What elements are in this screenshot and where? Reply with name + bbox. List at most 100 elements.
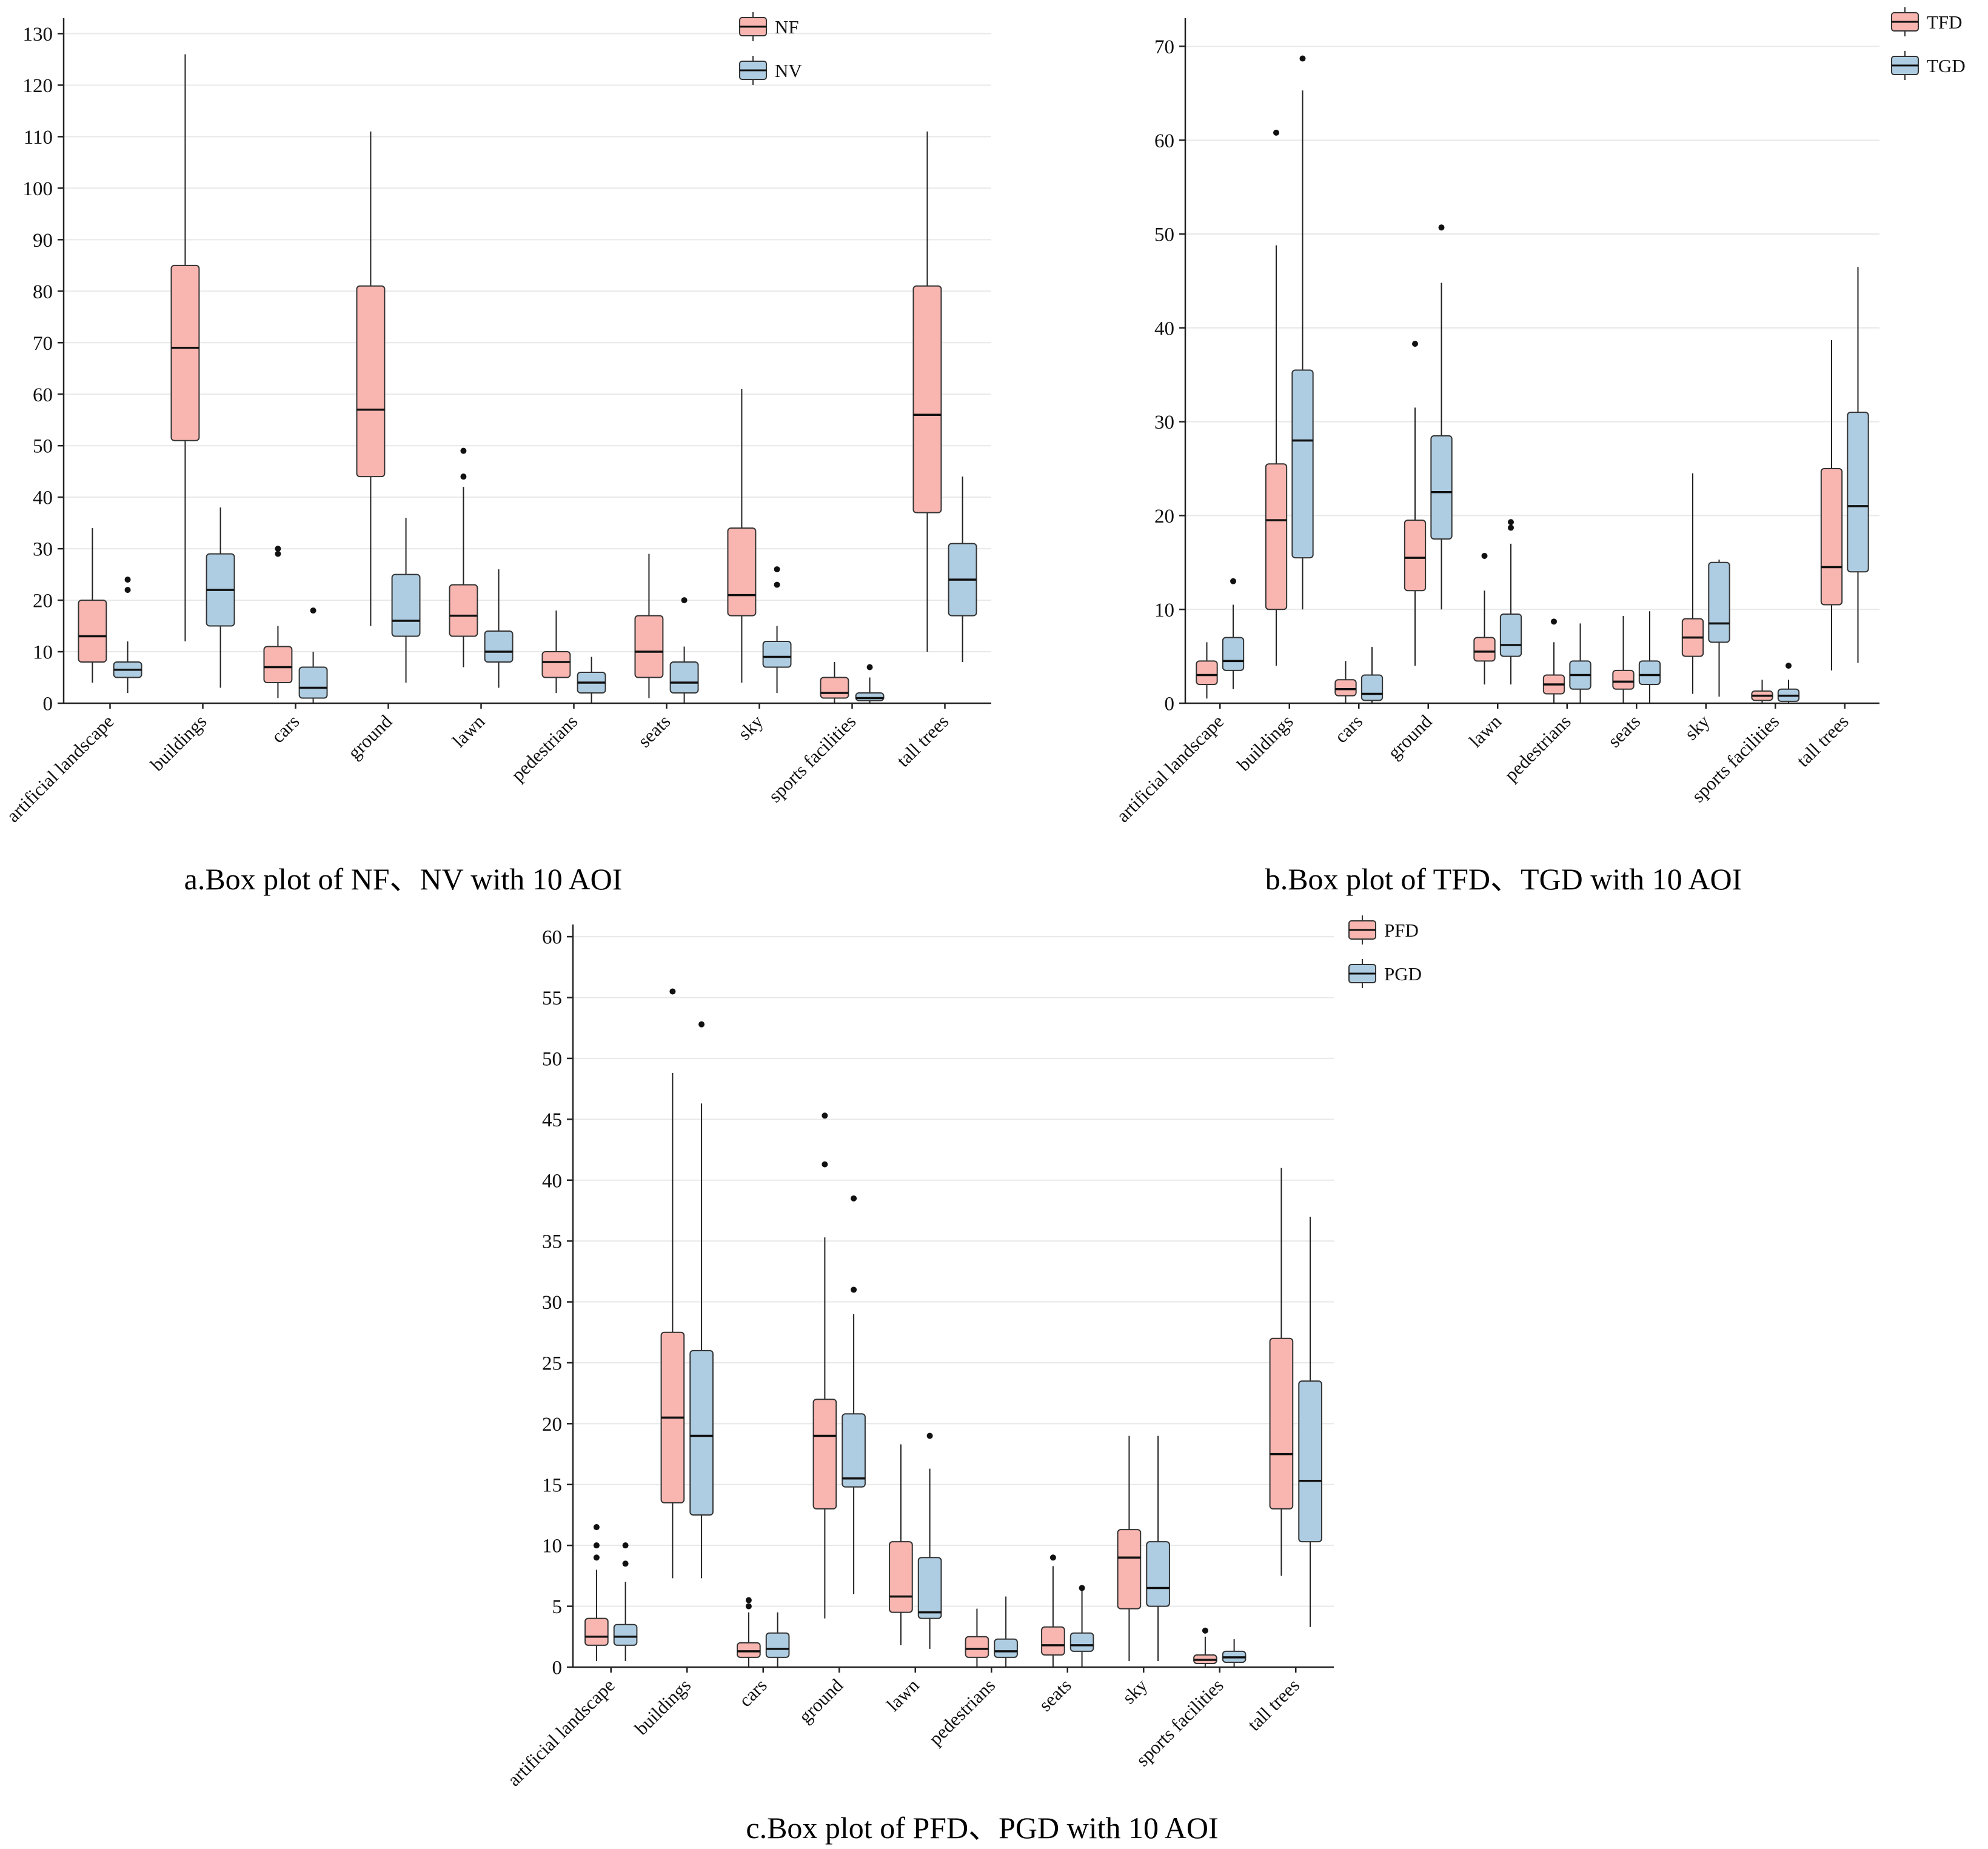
box: [889, 1541, 913, 1613]
outlier-dot: [1438, 224, 1445, 231]
x-category-label: ground: [344, 711, 397, 763]
x-category-label: ground: [1384, 711, 1436, 763]
x-category-label: pedestrians: [507, 711, 581, 785]
box: [1430, 435, 1453, 540]
x-category-label: artificial landscape: [503, 1674, 619, 1790]
box: [1117, 1529, 1142, 1610]
outlier-dot: [1786, 663, 1792, 669]
x-category-label: sky: [1680, 711, 1714, 744]
caption-a: a.Box plot of NF、NV with 10 AOI: [184, 862, 623, 896]
x-category-label: ground: [794, 1674, 847, 1727]
box: [541, 651, 571, 678]
box: [584, 1617, 609, 1646]
outlier-dot: [124, 587, 131, 593]
outlier-dot: [1299, 55, 1306, 62]
box: [1847, 412, 1869, 573]
boxplot-chart-a: 0 10 20 30 40 50 60 70 80 90 100 110 120 130 artificia…: [2, 0, 1006, 898]
legend-label: PFD: [1384, 920, 1419, 941]
boxplot-chart-c: 0 5 10 15 20 25 30 35 40 45 50 55 60 artificial lands…: [503, 906, 1431, 1847]
y-tick-label: 50: [542, 1048, 562, 1070]
y-tick-label: 40: [1154, 318, 1174, 339]
outlier-dot: [851, 1195, 857, 1202]
x-category-label: artificial landscape: [1112, 711, 1228, 826]
y-tick-label: 40: [542, 1170, 562, 1192]
y-tick-label: 130: [23, 24, 53, 45]
outlier-dot: [593, 1524, 600, 1531]
box: [1265, 463, 1288, 610]
outlier-dot: [1411, 341, 1418, 347]
y-tick-label: 50: [33, 436, 53, 458]
y-tick-label: 55: [542, 988, 562, 1009]
y-tick-label: 20: [542, 1414, 562, 1436]
x-category-label: tall trees: [892, 711, 953, 771]
outlier-dot: [669, 988, 676, 995]
box: [812, 1399, 837, 1510]
legend-label: NV: [775, 60, 802, 81]
outlier-dot: [1508, 519, 1514, 526]
box: [613, 1623, 638, 1646]
box: [356, 285, 386, 478]
box: [1146, 1541, 1170, 1607]
y-tick-label: 0: [43, 694, 53, 715]
box: [78, 600, 107, 663]
outlier-dot: [1550, 618, 1557, 625]
box: [634, 615, 664, 678]
box: [1499, 613, 1522, 657]
box: [1612, 669, 1635, 690]
box: [449, 584, 478, 637]
x-category-label: tall trees: [1792, 711, 1853, 771]
boxplot-chart-b: 0 10 20 30 40 50 60 70 artificial landscape build…: [1112, 0, 1988, 898]
x-category-label: lawn: [1465, 711, 1506, 752]
box: [912, 285, 942, 513]
outlier-dot: [866, 664, 873, 670]
box: [669, 661, 699, 694]
box: [1708, 561, 1730, 643]
x-category-label: buildings: [146, 711, 210, 775]
boxplot-a-canvas: 0 10 20 30 40 50 60 70 80 90 100 110 120 130 artificia…: [2, 12, 991, 826]
x-category-label: cars: [1330, 711, 1367, 747]
outlier-dot: [275, 550, 281, 557]
x-category-label: pedestrians: [1500, 711, 1575, 785]
box: [727, 527, 757, 617]
x-category-label: sports facilities: [764, 711, 860, 806]
box: [1222, 637, 1245, 671]
outlier-dot: [1049, 1554, 1056, 1561]
box: [1298, 1380, 1322, 1543]
outlier-dot: [774, 566, 780, 573]
box: [965, 1636, 989, 1658]
y-tick-label: 50: [1154, 224, 1174, 246]
y-tick-label: 20: [1154, 506, 1174, 527]
y-tick-label: 25: [542, 1353, 562, 1375]
box: [1638, 660, 1661, 686]
box: [689, 1349, 714, 1516]
outlier-dot: [681, 597, 688, 604]
outlier-dot: [1230, 578, 1237, 584]
x-category-label: buildings: [631, 1674, 695, 1739]
x-category-label: sky: [734, 711, 768, 744]
outlier-dot: [851, 1286, 857, 1293]
outlier-dot: [310, 607, 316, 614]
x-category-label: seats: [1604, 711, 1644, 751]
box: [391, 573, 421, 637]
y-tick-label: 10: [1154, 600, 1174, 621]
outlier-dot: [622, 1542, 629, 1549]
outlier-dot: [774, 581, 780, 588]
box: [1069, 1632, 1094, 1652]
y-tick-label: 0: [1165, 694, 1175, 715]
outlier-dot: [745, 1597, 752, 1603]
box: [855, 692, 885, 701]
x-category-label: cars: [267, 711, 303, 747]
x-category-label: lawn: [882, 1674, 923, 1716]
y-tick-label: 40: [33, 487, 53, 509]
outlier-dot: [698, 1021, 705, 1028]
outlier-dot: [275, 546, 281, 552]
box: [765, 1632, 790, 1658]
x-category-label: buildings: [1233, 711, 1297, 775]
outlier-dot: [593, 1542, 600, 1549]
boxplot-b-canvas: 0 10 20 30 40 50 60 70 artificial landscape build…: [1112, 7, 1966, 826]
boxplot-c-canvas: 0 5 10 15 20 25 30 35 40 45 50 55 60 artificial lands…: [503, 915, 1422, 1790]
caption-c: c.Box plot of PFD、PGD with 10 AOI: [746, 1811, 1219, 1845]
box: [484, 630, 514, 663]
box: [994, 1638, 1018, 1658]
